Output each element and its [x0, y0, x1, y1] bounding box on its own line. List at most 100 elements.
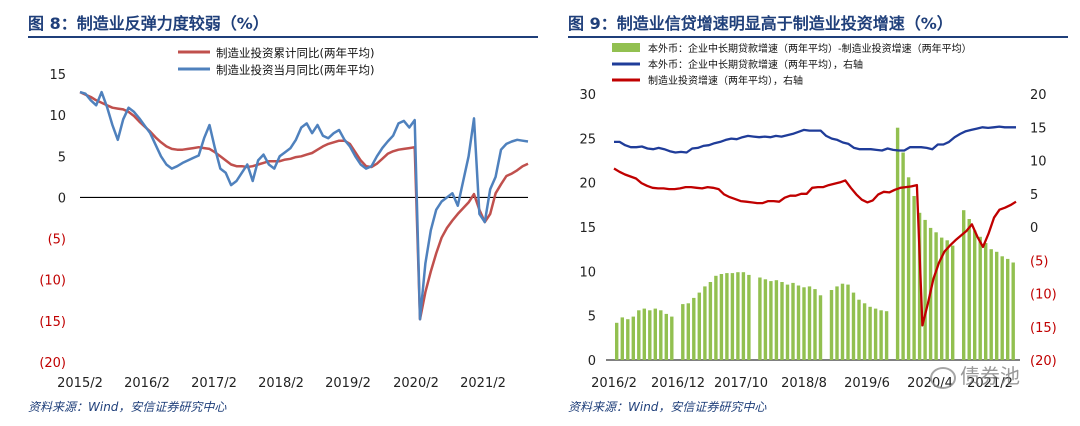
- x-tick-label: 2018/8: [781, 376, 827, 391]
- left-y-tick-label: 30: [579, 88, 596, 103]
- bar: [758, 277, 762, 360]
- bar: [686, 303, 690, 360]
- y-tick-label: (5): [48, 233, 66, 248]
- bar: [659, 310, 663, 360]
- bar: [879, 310, 883, 360]
- bar: [769, 281, 773, 360]
- bar: [895, 127, 900, 360]
- bar: [763, 279, 768, 360]
- bar: [697, 292, 701, 360]
- right-chart: 0 5 10 15 20 25 30 20 15 10 5 0 (5) (10) (15) (20) 2016/…: [579, 42, 1057, 391]
- x-tick-label: 2016/2: [124, 376, 170, 391]
- x-tick-label: 2016/12: [651, 376, 705, 391]
- left-y-tick-label: 0: [588, 354, 596, 369]
- x-tick-label: 2019/2: [325, 376, 371, 391]
- y-tick-label: (15): [39, 315, 66, 330]
- legend-label-bars: 本外币：企业中长期贷款增速（两年平均）-制造业投资增速（两年平均）: [648, 42, 972, 55]
- x-tick-label: 2019/6: [844, 376, 890, 391]
- y-tick-label: (10): [39, 274, 66, 289]
- line-series-2: [613, 167, 1017, 327]
- left-y-tick-label: 10: [579, 265, 596, 280]
- right-y-tick-label: (20): [1030, 354, 1057, 369]
- bar: [692, 297, 696, 360]
- bar: [791, 282, 795, 360]
- bar: [725, 273, 729, 360]
- left-title-rule: [28, 36, 538, 38]
- bar: [708, 282, 713, 360]
- legend-label-1: 制造业投资累计同比(两年平均): [216, 46, 374, 60]
- bar: [785, 284, 790, 360]
- bar: [945, 240, 949, 360]
- bar: [774, 280, 779, 360]
- bar: [846, 284, 850, 360]
- bar: [923, 219, 927, 360]
- y-tick-label: 0: [58, 191, 66, 206]
- bar: [1000, 256, 1004, 360]
- bar: [664, 313, 668, 360]
- bar: [807, 286, 812, 360]
- bar: [917, 212, 922, 360]
- bar: [631, 316, 635, 360]
- bar: [868, 306, 872, 360]
- bar: [967, 219, 971, 360]
- bar: [637, 310, 641, 360]
- left-y-tick-label: 25: [579, 132, 596, 147]
- bar: [681, 304, 685, 360]
- bar: [851, 292, 856, 360]
- x-tick-label: 2016/2: [591, 376, 637, 391]
- bar: [813, 289, 817, 360]
- bar: [719, 274, 724, 360]
- bar: [840, 283, 845, 360]
- bar: [648, 310, 652, 360]
- legend-label-2: 制造业投资当月同比(两年平均): [216, 63, 374, 77]
- x-tick-label: 2015/2: [57, 376, 103, 391]
- bar: [626, 319, 630, 360]
- bar: [901, 152, 905, 360]
- bar: [978, 236, 982, 360]
- x-tick-label: 2021/2: [967, 376, 1013, 391]
- bar: [995, 251, 999, 360]
- bar: [796, 285, 801, 360]
- left-y-tick-label: 20: [579, 177, 596, 192]
- bar: [730, 273, 735, 360]
- bar: [829, 290, 834, 360]
- right-y-tick-label: 20: [1030, 88, 1047, 103]
- x-tick-label: 2017/2: [191, 376, 237, 391]
- bar: [873, 308, 878, 360]
- bar: [906, 177, 911, 360]
- legend-label-invest: 制造业投资增速（两年平均），右轴: [648, 74, 803, 87]
- y-tick-label: 5: [58, 150, 66, 165]
- bar: [653, 308, 657, 360]
- bar: [1011, 262, 1015, 360]
- bar: [940, 237, 944, 360]
- bar: [862, 303, 867, 360]
- left-y-tick-label: 5: [588, 310, 596, 325]
- right-title-rule: [568, 36, 1068, 38]
- watermark-text: 债券池: [960, 364, 1020, 388]
- bar: [951, 245, 955, 360]
- right-y-tick-label: (10): [1030, 288, 1057, 303]
- x-tick-label: 2020/2: [393, 376, 439, 391]
- right-y-tick-label: 10: [1030, 155, 1047, 170]
- right-chart-title: 图 9：制造业信贷增速明显高于制造业投资增速（%）: [568, 14, 953, 33]
- bar: [1006, 258, 1010, 360]
- bar: [642, 308, 646, 360]
- wechat-icon: [930, 366, 956, 389]
- bar: [802, 287, 806, 360]
- line-series-1: [614, 125, 1016, 154]
- right-y-tick-label: (5): [1030, 254, 1048, 269]
- left-y-tick-label: 15: [579, 221, 596, 236]
- left-source: 资料来源：Wind，安信证券研究中心: [28, 400, 227, 414]
- bar: [741, 272, 746, 360]
- right-y-tick-label: 5: [1030, 188, 1038, 203]
- bar: [884, 311, 889, 360]
- x-tick-label: 2018/2: [258, 376, 304, 391]
- bar: [670, 316, 674, 360]
- bar: [615, 322, 619, 360]
- right-y-tick-label: 0: [1030, 221, 1038, 236]
- right-y-tick-label: (15): [1030, 321, 1057, 336]
- bar: [736, 272, 740, 360]
- legend-swatch-bars: [612, 43, 640, 52]
- bar: [703, 286, 707, 360]
- bar: [973, 230, 977, 360]
